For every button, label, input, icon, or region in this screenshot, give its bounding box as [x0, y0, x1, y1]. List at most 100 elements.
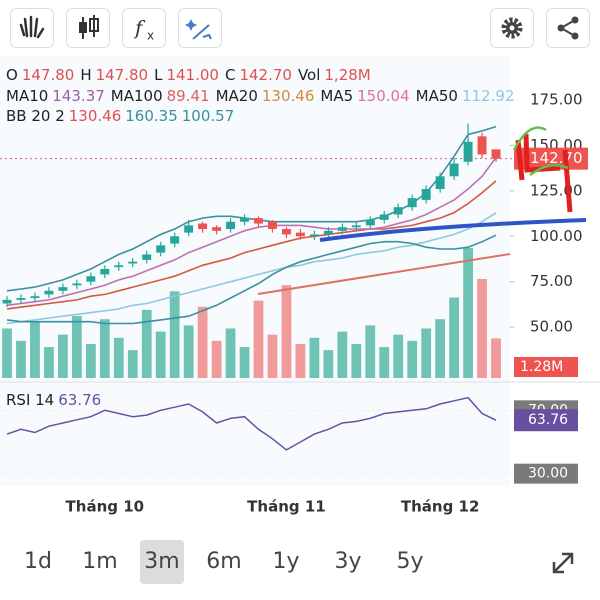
volume-bar: [253, 300, 264, 378]
volume-bar: [337, 331, 348, 378]
candle-body: [268, 221, 277, 229]
range-button[interactable]: 5y: [396, 549, 424, 574]
indicator-name: MA100: [111, 87, 163, 105]
candle-body: [435, 176, 445, 190]
candle-body: [142, 254, 152, 260]
candle-body: [323, 230, 333, 235]
candle-body: [86, 276, 96, 282]
rsi-legend-value: 63.76: [58, 391, 101, 409]
candle-body: [351, 225, 361, 228]
candle-body: [393, 207, 403, 215]
indicator-value: 130.46: [262, 87, 315, 105]
range-button[interactable]: 6m: [206, 549, 242, 574]
magic-tool[interactable]: [178, 8, 222, 48]
volume-bar: [421, 328, 432, 378]
x-tick-label: Tháng 12: [401, 498, 480, 516]
drawing: [515, 133, 573, 213]
ohlc-key: L: [154, 66, 163, 84]
volume-bar: [463, 248, 473, 378]
volume-bar: [183, 325, 194, 378]
y-tick-label: 75.00: [530, 272, 573, 290]
range-button[interactable]: 1y: [272, 549, 300, 574]
volume-bar: [393, 334, 404, 378]
indicator-name: MA20: [216, 87, 258, 105]
candle-body: [240, 218, 249, 222]
ohlc-key: C: [225, 66, 235, 84]
volume-bar: [477, 278, 487, 378]
candle-body: [254, 218, 263, 224]
candle-body: [477, 136, 487, 155]
indicator-value: 130.46: [69, 107, 122, 125]
settings[interactable]: [490, 8, 534, 48]
candle-body: [212, 227, 222, 231]
y-tick-label: 125.00: [530, 181, 583, 199]
drawing: [257, 253, 511, 295]
volume-label: 1.28M: [520, 359, 563, 375]
price-label: 142.70: [530, 149, 583, 167]
svg-text:x: x: [147, 29, 154, 43]
ohlc-value: 147.80: [22, 66, 75, 84]
volume-bar: [16, 340, 26, 378]
candle-body: [2, 299, 12, 304]
drawing: [512, 126, 569, 177]
ohlc-key: H: [80, 66, 91, 84]
candle-body: [295, 232, 305, 237]
volume-bar: [113, 337, 124, 378]
indicator-row: BB 20 2 130.46 160.35 100.57: [6, 107, 234, 125]
range-button[interactable]: 1d: [24, 549, 52, 574]
candle-body: [16, 298, 26, 300]
volume-bar: [435, 319, 446, 378]
candle-body: [170, 236, 180, 244]
x-tick-label: Tháng 10: [66, 498, 145, 516]
indicator-value: 143.37: [52, 87, 105, 105]
indicator-name: MA50: [416, 87, 458, 105]
volume-bar: [309, 337, 320, 378]
share[interactable]: [546, 8, 590, 48]
volume-bar: [295, 343, 306, 378]
indicator-value: 160.35: [125, 107, 178, 125]
hand-tool[interactable]: [10, 8, 54, 48]
candle-body: [184, 225, 194, 233]
candle-body: [44, 290, 54, 295]
ohlc-value: 1,28M: [324, 66, 370, 84]
rsi-name: RSI 14: [6, 391, 54, 409]
y-tick-label: 100.00: [530, 227, 583, 245]
indicator-line: [6, 157, 497, 307]
rsi-line: [6, 396, 497, 451]
rsi-legend: RSI 14 63.76: [6, 391, 101, 409]
volume-bar: [141, 309, 152, 378]
candle-body: [281, 228, 291, 235]
drawing: [319, 218, 587, 242]
rsi-value-box: [514, 409, 578, 432]
indicator-line: [6, 180, 497, 310]
volume-bar: [211, 340, 222, 378]
indicator-row: MA10 143.37 MA100 89.41 MA20 130.46 MA5 150.04 M…: [6, 87, 514, 105]
volume-bar: [127, 350, 138, 378]
volume-bar: [323, 350, 334, 378]
volume-bar: [365, 325, 376, 378]
ohlc-value: 142.70: [239, 66, 292, 84]
y-tick-label: 175.00: [530, 90, 583, 108]
range-button[interactable]: 1m: [82, 549, 118, 574]
ohlc-row: O 147.80 H 147.80 L 141.00 C 142.70 Vol 1,28M: [6, 66, 371, 84]
candle-body: [226, 221, 236, 229]
price-box: [514, 147, 588, 170]
indicator-value: 89.41: [167, 87, 210, 105]
candle-body: [128, 261, 138, 264]
indicator-value: 150.04: [357, 87, 410, 105]
volume-bar: [44, 347, 54, 378]
range-button[interactable]: 3y: [334, 549, 362, 574]
range-button[interactable]: 3m: [140, 540, 184, 584]
volume-bar: [449, 297, 460, 378]
expand[interactable]: [548, 548, 578, 578]
candle-tool[interactable]: [66, 8, 110, 48]
volume-bar: [281, 285, 292, 378]
volume-bar: [197, 306, 208, 378]
rsi-value-label: 63.76: [528, 412, 568, 428]
volume-bar: [267, 334, 278, 378]
volume-bar: [155, 331, 166, 378]
volume-bar: [99, 319, 110, 378]
indicator-value: 112.92: [462, 87, 515, 105]
volume-bar: [239, 347, 250, 378]
